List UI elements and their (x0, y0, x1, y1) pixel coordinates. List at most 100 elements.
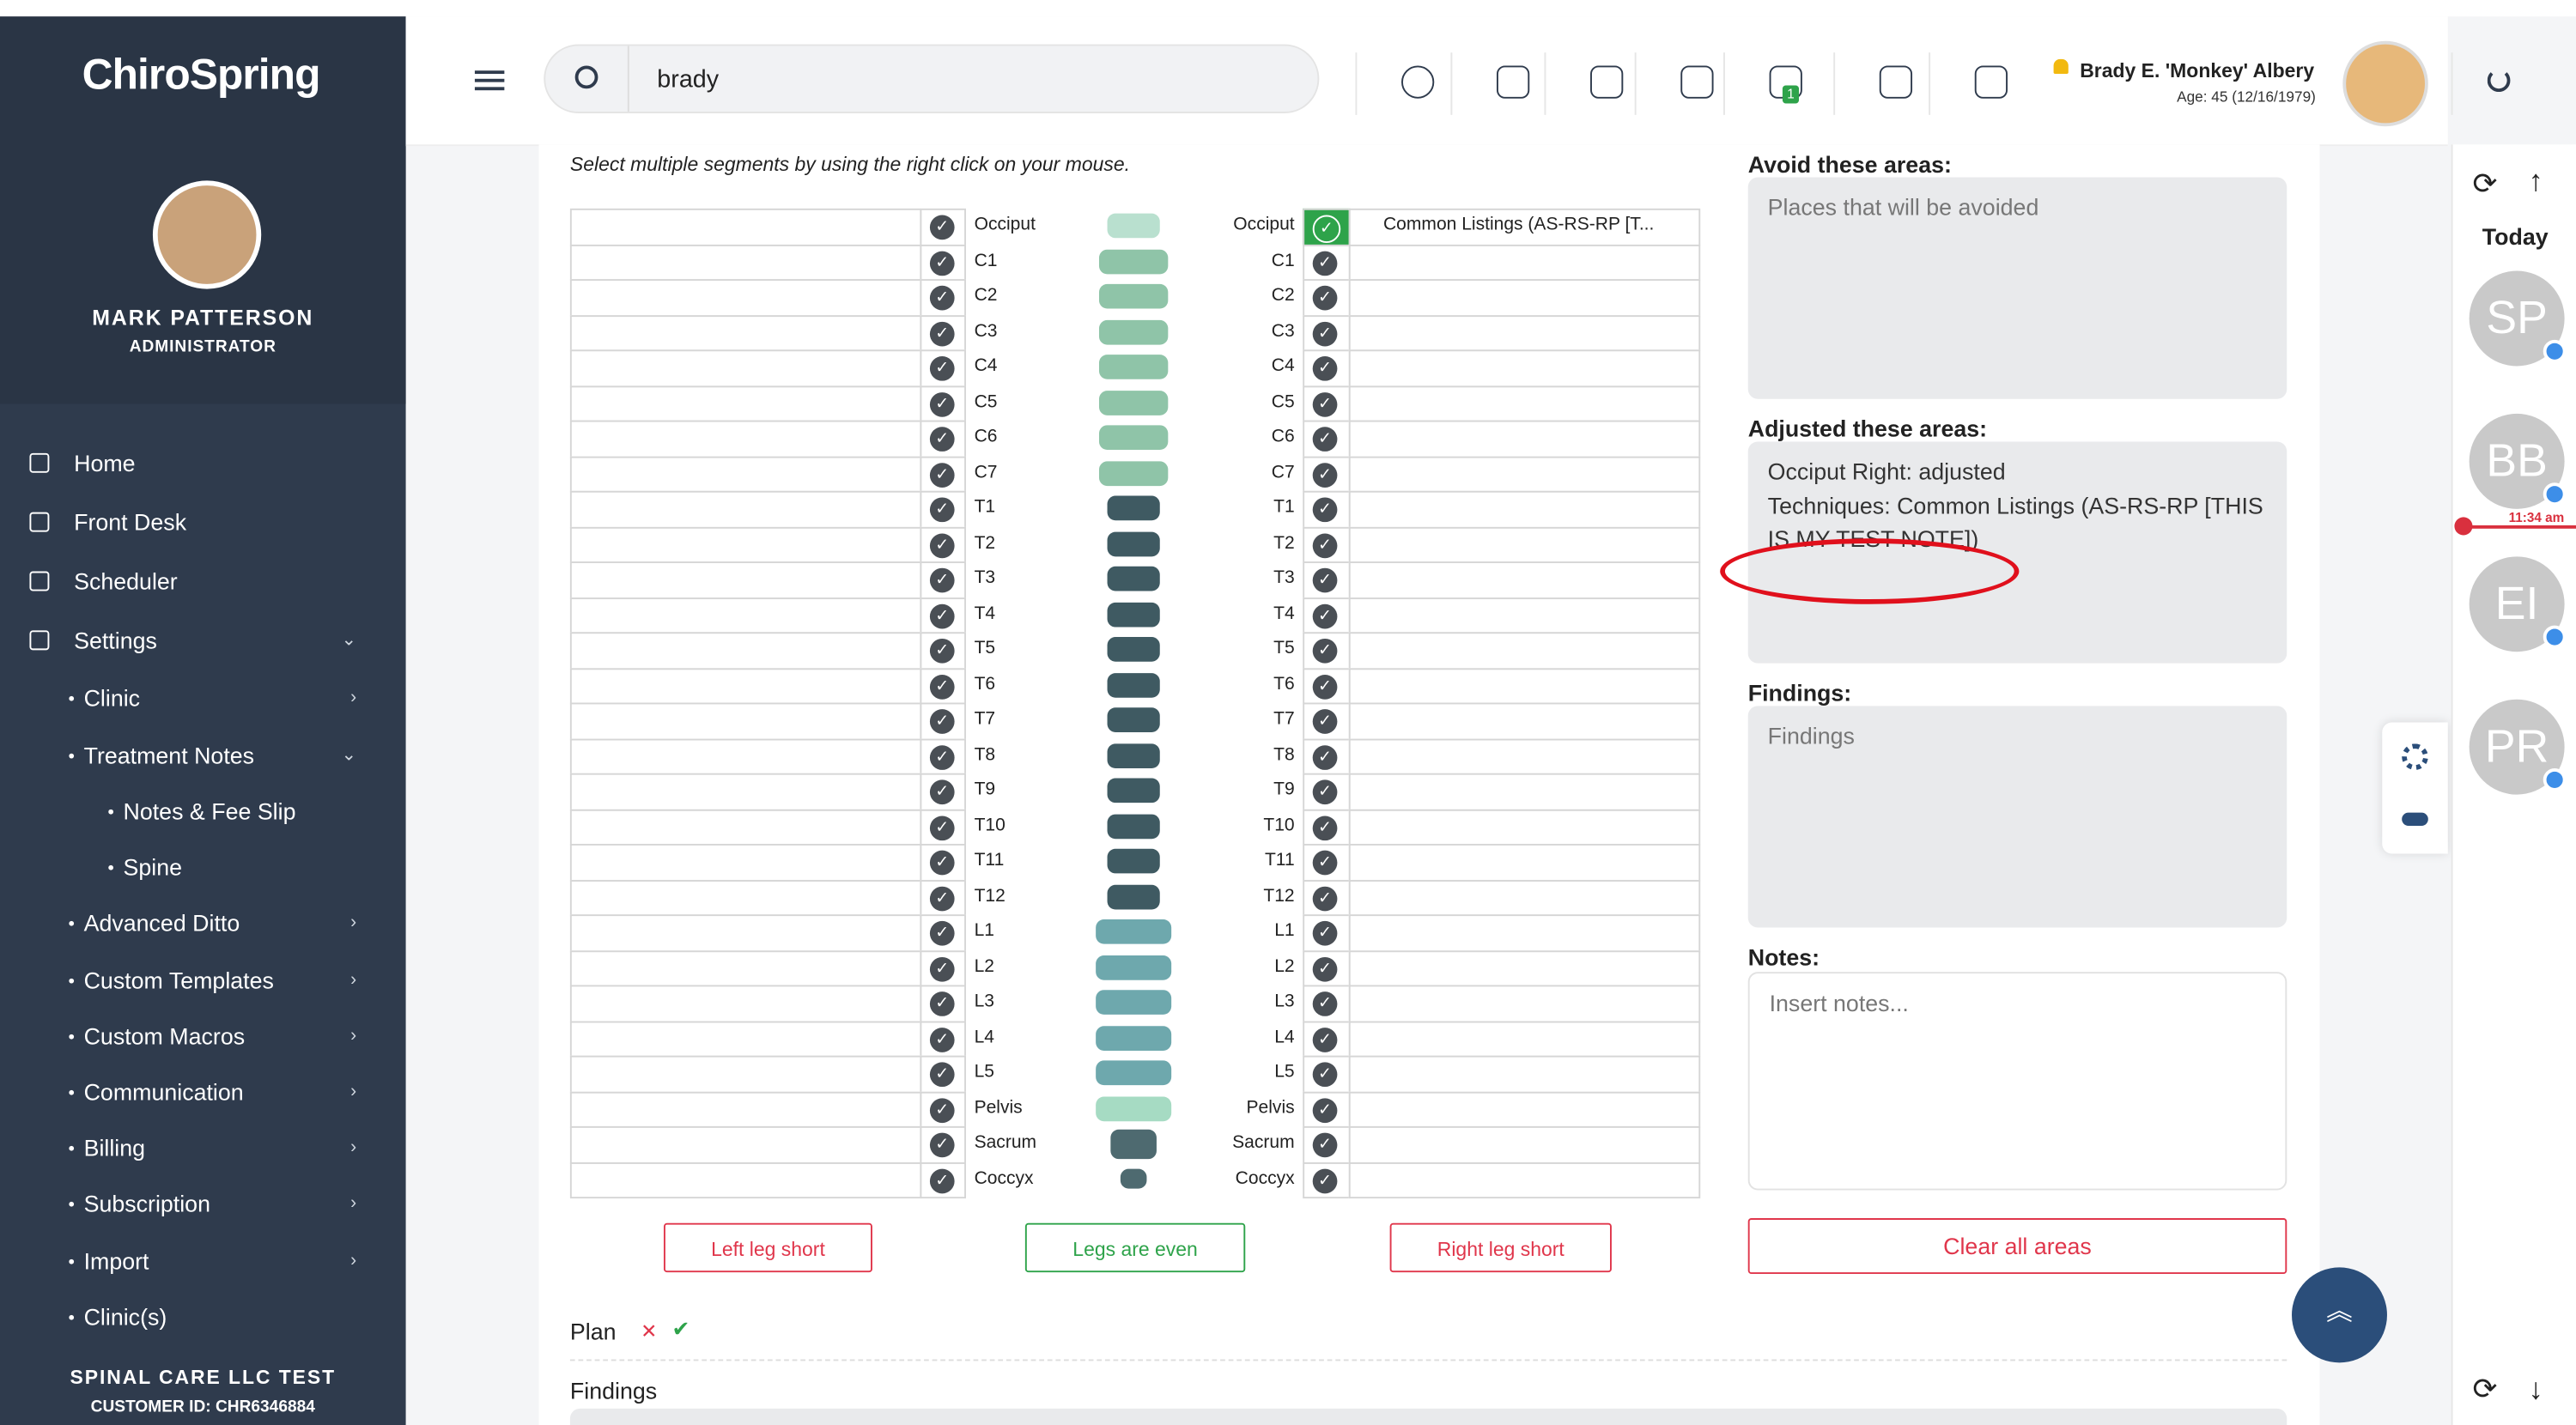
right-check[interactable]: ✓ (1312, 320, 1338, 346)
nav-item[interactable]: Billing › (0, 1123, 406, 1172)
vertebra[interactable] (1096, 1060, 1172, 1086)
nav-item[interactable]: Subscription › (0, 1179, 406, 1228)
vertebra[interactable] (1107, 778, 1160, 803)
leg-button[interactable]: Right leg short (1389, 1222, 1612, 1273)
left-cell[interactable] (569, 455, 922, 493)
right-check[interactable]: ✓ (1312, 567, 1338, 593)
right-cell[interactable] (1348, 420, 1701, 458)
refresh-icon[interactable]: ⟳ (2472, 1372, 2498, 1406)
vertebra[interactable] (1098, 249, 1169, 274)
left-cell[interactable] (569, 208, 922, 246)
menu-toggle[interactable] (474, 70, 505, 75)
right-cell[interactable] (1348, 525, 1701, 563)
left-check[interactable]: ✓ (929, 427, 955, 452)
left-cell[interactable] (569, 667, 922, 705)
vertebra[interactable] (1107, 567, 1160, 591)
leg-button[interactable]: Legs are even (1024, 1222, 1246, 1273)
nav-item[interactable]: Advanced Ditto › (0, 898, 406, 947)
left-cell[interactable] (569, 949, 922, 987)
nav-item[interactable]: Custom Macros › (0, 1011, 406, 1060)
vertebra[interactable] (1107, 884, 1160, 910)
left-cell[interactable] (569, 525, 922, 563)
left-check[interactable]: ✓ (929, 250, 955, 276)
left-check[interactable]: ✓ (929, 1097, 955, 1123)
right-cell[interactable] (1348, 1055, 1701, 1093)
vertebra[interactable] (1107, 602, 1160, 628)
right-cell[interactable] (1348, 314, 1701, 352)
left-check[interactable]: ✓ (929, 991, 955, 1016)
right-cell[interactable] (1348, 737, 1701, 775)
right-check[interactable]: ✓ (1312, 427, 1338, 452)
vertebra[interactable] (1120, 1169, 1147, 1190)
right-check[interactable]: ✓ (1312, 391, 1338, 416)
user-avatar[interactable] (152, 180, 262, 289)
vertebra[interactable] (1098, 460, 1169, 486)
ditto-tool[interactable] (2402, 812, 2428, 826)
right-cell[interactable] (1348, 985, 1701, 1022)
left-check[interactable]: ✓ (929, 462, 955, 488)
clear-button[interactable]: Clear all areas (1747, 1218, 2287, 1275)
right-check[interactable]: ✓ (1312, 462, 1338, 488)
add-patient-icon[interactable] (574, 65, 598, 89)
left-check[interactable]: ✓ (929, 1132, 955, 1158)
left-check[interactable]: ✓ (929, 885, 955, 911)
nav-item[interactable]: Notes & Fee Slip (0, 786, 406, 835)
left-check[interactable]: ✓ (929, 391, 955, 416)
left-cell[interactable] (569, 385, 922, 422)
right-check[interactable]: ✓ (1312, 1027, 1338, 1052)
left-cell[interactable] (569, 243, 922, 282)
nav-item[interactable]: Front Desk (0, 497, 406, 546)
left-cell[interactable] (569, 1055, 922, 1093)
left-check[interactable]: ✓ (929, 355, 955, 381)
left-cell[interactable] (569, 985, 922, 1022)
right-check[interactable]: ✓ (1312, 991, 1338, 1016)
vertebra[interactable] (1098, 284, 1169, 310)
vertebra[interactable] (1098, 319, 1169, 345)
nav-item[interactable]: Communication › (0, 1067, 406, 1116)
header-icon[interactable] (1496, 65, 1530, 99)
appointment-avatar[interactable]: EI (2469, 556, 2567, 652)
header-icon[interactable] (1974, 65, 2008, 99)
vertebra[interactable] (1110, 1129, 1157, 1159)
vertebra[interactable] (1107, 849, 1160, 874)
right-cell[interactable] (1348, 632, 1701, 670)
appointment-avatar[interactable]: SP (2469, 270, 2567, 367)
right-check[interactable]: ✓ (1312, 920, 1338, 946)
right-check[interactable]: ✓ (1312, 1062, 1338, 1088)
vertebra[interactable] (1107, 496, 1160, 521)
left-cell[interactable] (569, 597, 922, 634)
right-cell[interactable] (1348, 561, 1701, 599)
left-check[interactable]: ✓ (929, 815, 955, 840)
nav-item[interactable]: Clinic(s) (0, 1292, 406, 1341)
right-cell[interactable]: Common Listings (AS-RS-RP [T... (1348, 208, 1701, 246)
settings-tool[interactable] (2402, 743, 2428, 770)
plan-pin-icon[interactable]: ✕ (641, 1319, 658, 1343)
vertebra[interactable] (1098, 425, 1169, 451)
right-cell[interactable] (1348, 279, 1701, 317)
right-check[interactable]: ✓ (1312, 1097, 1338, 1123)
left-cell[interactable] (569, 279, 922, 317)
left-check[interactable]: ✓ (929, 638, 955, 664)
left-check[interactable]: ✓ (929, 920, 955, 946)
right-check[interactable]: ✓ (1312, 603, 1338, 628)
right-check[interactable]: ✓ (1312, 355, 1338, 381)
right-cell[interactable] (1348, 1125, 1701, 1163)
left-check[interactable]: ✓ (929, 744, 955, 769)
right-cell[interactable] (1348, 349, 1701, 387)
vertebra[interactable] (1098, 390, 1169, 415)
refresh-icon[interactable]: ⟳ (2472, 167, 2498, 201)
right-check[interactable]: ✓ (1312, 250, 1338, 276)
vertebra[interactable] (1096, 919, 1172, 945)
header-icon[interactable] (1680, 65, 1714, 99)
left-check[interactable]: ✓ (929, 955, 955, 981)
right-cell[interactable] (1348, 1090, 1701, 1128)
right-check[interactable]: ✓ (1312, 709, 1338, 734)
vertebra[interactable] (1107, 743, 1160, 768)
right-cell[interactable] (1348, 597, 1701, 634)
patient-photo[interactable] (2342, 40, 2428, 127)
right-cell[interactable] (1348, 455, 1701, 493)
header-icon[interactable] (1879, 65, 1913, 99)
left-cell[interactable] (569, 1125, 922, 1163)
nav-item[interactable]: Settings ⌄ (0, 615, 406, 664)
right-check[interactable]: ✓ (1312, 850, 1338, 876)
